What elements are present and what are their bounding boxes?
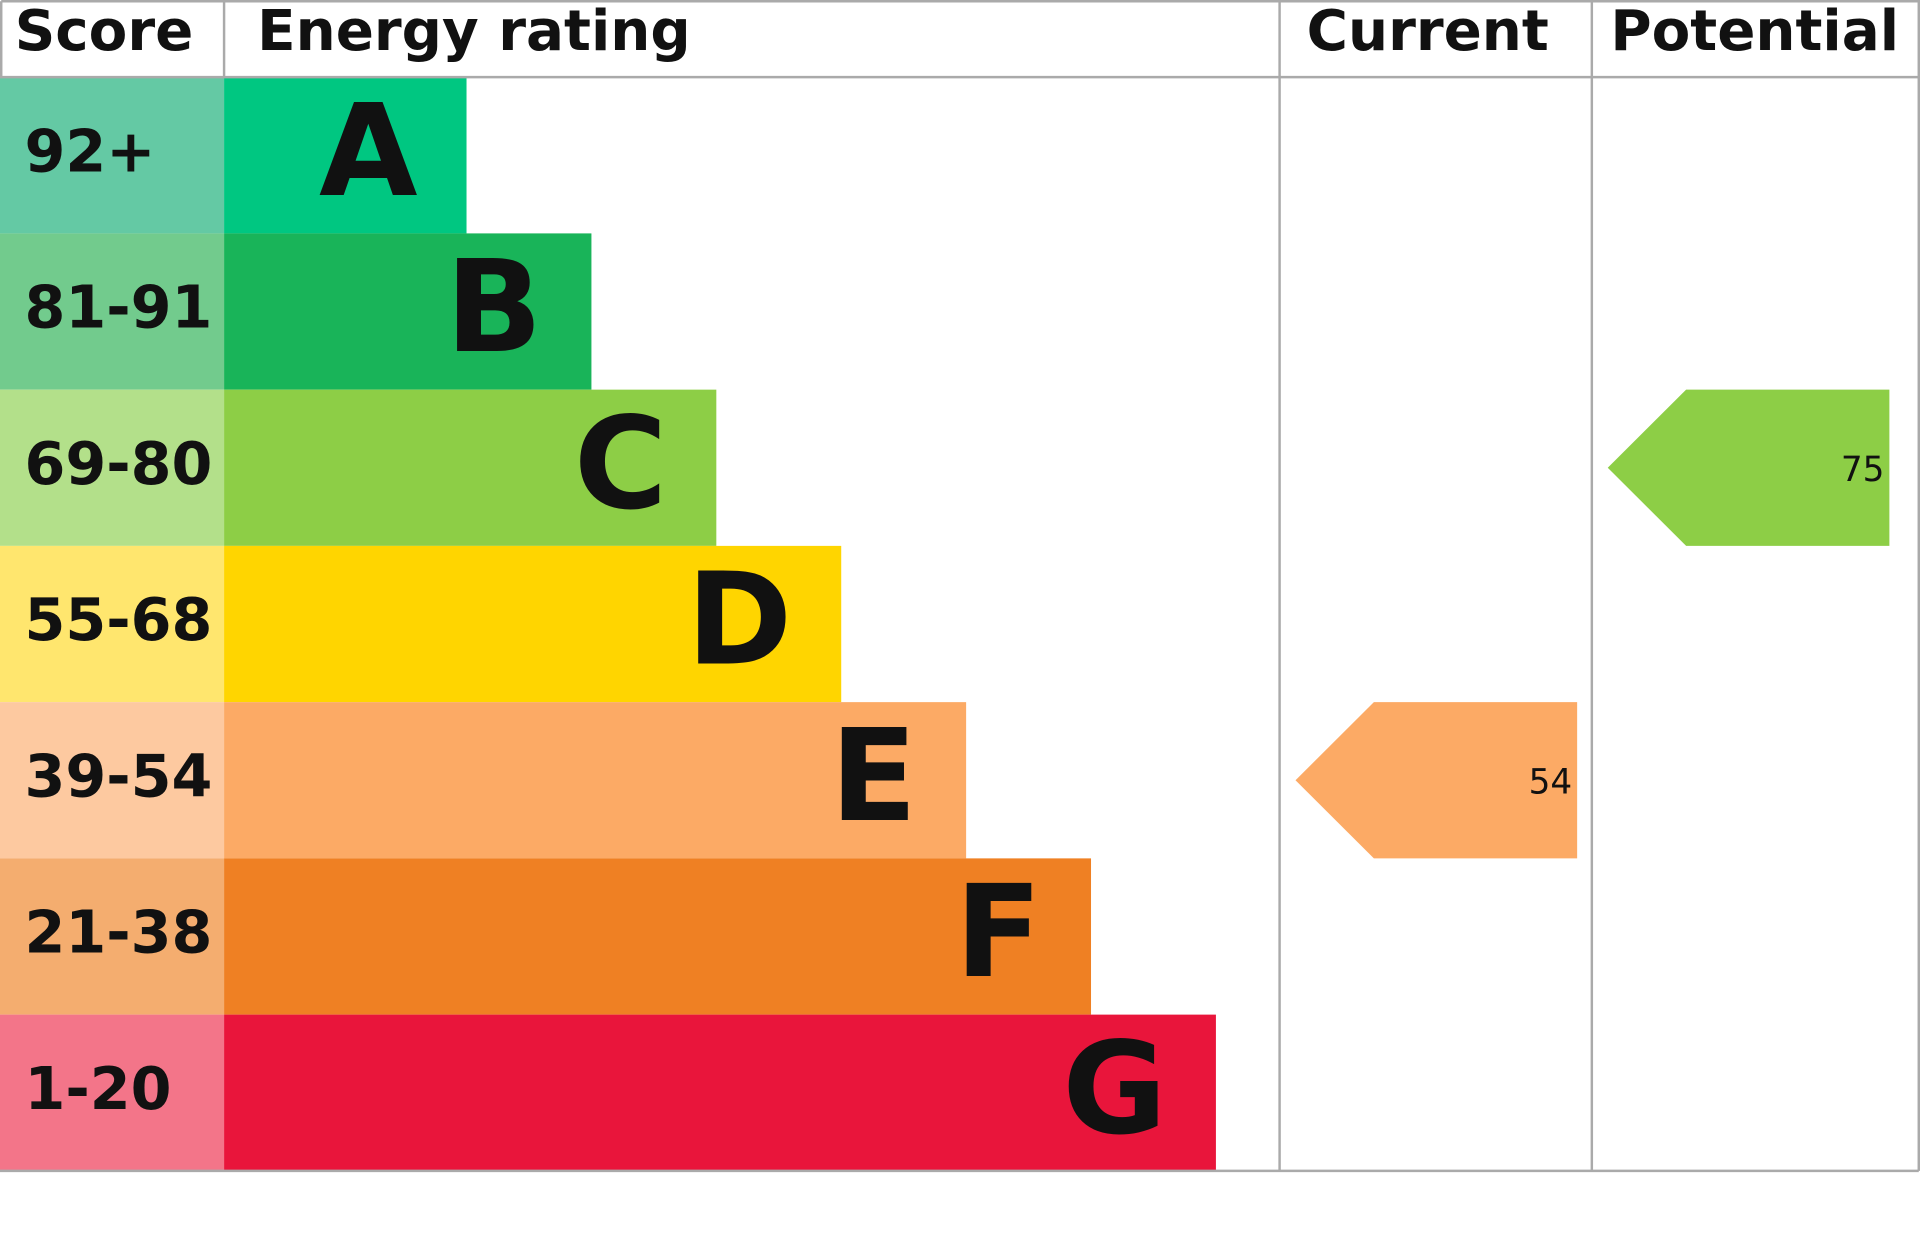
rating-bar bbox=[224, 389, 717, 546]
rating-bar bbox=[224, 1014, 1216, 1171]
rating-bar bbox=[224, 545, 842, 703]
rating-bar bbox=[224, 233, 592, 390]
score-label: 1-20 bbox=[24, 1054, 171, 1123]
rating-letter: D bbox=[687, 547, 793, 695]
score-cell bbox=[0, 702, 225, 859]
score-cell bbox=[0, 389, 225, 546]
score-label: 21-38 bbox=[24, 898, 212, 967]
score-label: 55-68 bbox=[24, 585, 212, 654]
score-cell bbox=[0, 545, 225, 703]
rating-bar bbox=[224, 77, 467, 234]
table-rules bbox=[0, 0, 1920, 1173]
rating-bar bbox=[224, 702, 967, 859]
current-arrow bbox=[1295, 702, 1578, 859]
potential-value: 75 bbox=[1841, 450, 1885, 490]
score-cell bbox=[0, 858, 225, 1015]
rating-letter: A bbox=[319, 78, 418, 226]
potential-arrow bbox=[1607, 389, 1890, 546]
current-header: Current bbox=[1307, 0, 1549, 64]
rating-letter: F bbox=[955, 859, 1042, 1007]
potential-header: Potential bbox=[1610, 0, 1899, 64]
rating-letter: C bbox=[574, 390, 667, 538]
score-cell bbox=[0, 1014, 225, 1171]
rating-letter: E bbox=[830, 703, 917, 851]
score-label: 39-54 bbox=[24, 741, 212, 810]
current-value: 54 bbox=[1529, 762, 1573, 802]
rating-letter: B bbox=[445, 234, 542, 382]
score-label: 92+ bbox=[24, 116, 155, 185]
score-label: 81-91 bbox=[24, 273, 212, 342]
rating-bar bbox=[224, 858, 1092, 1015]
score-label: 69-80 bbox=[24, 429, 212, 498]
rating-letter: G bbox=[1062, 1015, 1167, 1163]
rating-header: Energy rating bbox=[257, 0, 691, 64]
score-cell bbox=[0, 233, 225, 390]
score-cell bbox=[0, 77, 225, 234]
score-header: Score bbox=[15, 0, 194, 64]
